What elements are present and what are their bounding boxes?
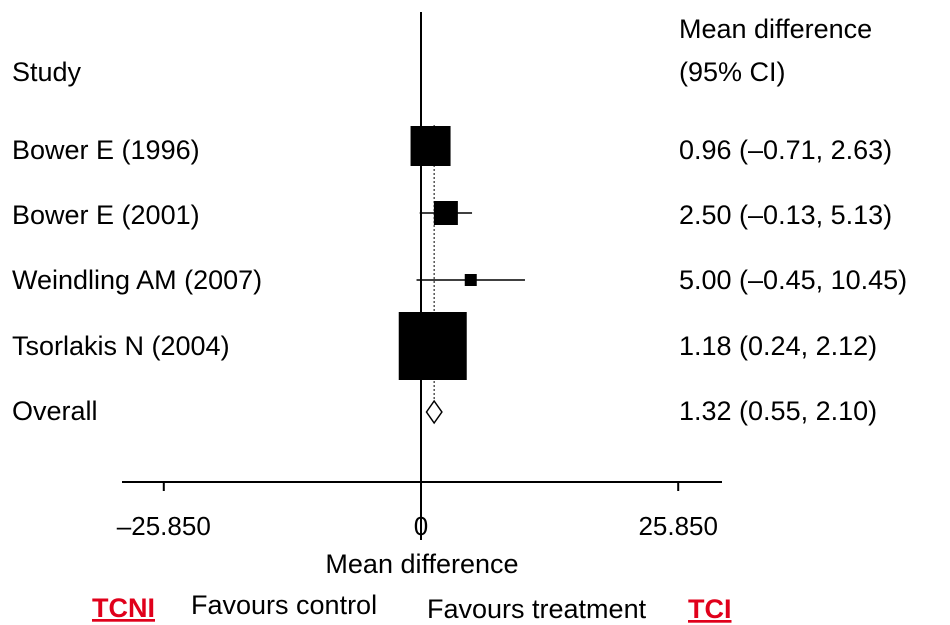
study-ci-text-4: 1.18 (0.24, 2.12)	[679, 331, 877, 361]
overall-diamond	[425, 399, 443, 425]
study-label-3: Weindling AM (2007)	[12, 265, 262, 295]
study-label-1: Bower E (1996)	[12, 135, 200, 165]
effect-column-header-line1: Mean difference	[679, 14, 872, 44]
tag-right: TCI	[688, 594, 732, 624]
study-weight-box-3	[464, 274, 477, 286]
study-label-2: Bower E (2001)	[12, 200, 200, 230]
overall-ci-text: 1.32 (0.55, 2.10)	[679, 396, 877, 426]
favours-left-label: Favours control	[191, 590, 377, 620]
x-tick-label-3: 25.850	[638, 511, 718, 541]
study-ci-text-1: 0.96 (–0.71, 2.63)	[679, 135, 892, 165]
study-ci-text-3: 5.00 (–0.45, 10.45)	[679, 265, 907, 295]
study-weight-box-4	[398, 312, 467, 380]
x-tick-label-2: 0	[414, 511, 428, 541]
study-column-header: Study	[12, 57, 82, 87]
study-ci-text-2: 2.50 (–0.13, 5.13)	[679, 200, 892, 230]
study-label-4: Tsorlakis N (2004)	[12, 331, 230, 361]
effect-column-header-line2: (95% CI)	[679, 57, 786, 87]
x-tick-label-1: –25.850	[117, 511, 211, 541]
favours-right-label: Favours treatment	[427, 594, 647, 624]
x-axis-label: Mean difference	[325, 549, 518, 579]
overall-label: Overall	[12, 396, 98, 426]
tag-left: TCNI	[92, 593, 155, 623]
study-weight-box-2	[433, 201, 458, 225]
study-weight-box-1	[410, 126, 451, 166]
